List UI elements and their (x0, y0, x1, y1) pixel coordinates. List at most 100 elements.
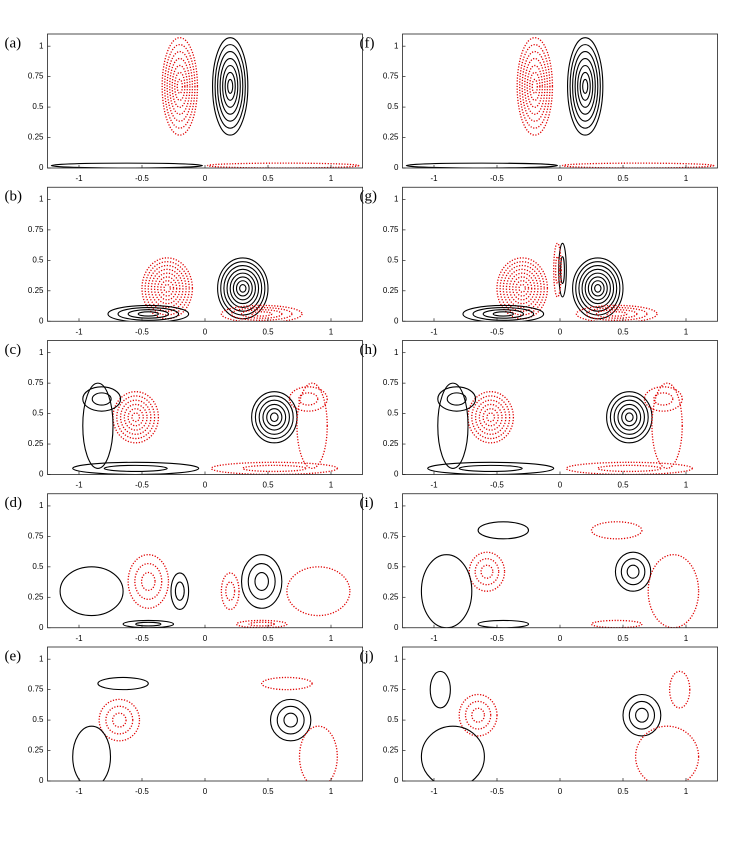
contour (98, 698, 141, 742)
contour (91, 392, 112, 406)
contour (582, 78, 589, 94)
contour (140, 571, 156, 592)
axes-frame (402, 340, 718, 475)
y-tick-label: 0.5 (32, 102, 44, 111)
contour (131, 412, 141, 423)
contour (624, 412, 634, 423)
contour (266, 408, 283, 427)
contour (429, 670, 451, 709)
contour (141, 257, 194, 320)
y-tick-label: 1 (39, 41, 44, 50)
axes-frame (47, 33, 363, 169)
contour (482, 408, 499, 427)
contour (235, 280, 250, 297)
contour (276, 705, 305, 735)
x-tick-label: -1 (75, 174, 83, 183)
x-tick-label: 0 (203, 327, 208, 336)
panel-label: (g) (360, 189, 378, 205)
x-tick-label: -1 (430, 174, 438, 183)
contour (437, 386, 477, 412)
contour (477, 521, 530, 540)
x-tick-label: -1 (75, 327, 83, 336)
x-tick-label: -0.5 (490, 481, 504, 490)
y-tick-label: 1 (394, 41, 399, 50)
contour (169, 57, 191, 115)
panel-label: (b) (5, 189, 23, 205)
contour (239, 284, 247, 293)
x-tick-label: -0.5 (490, 174, 504, 183)
contour (587, 276, 608, 301)
contour (269, 412, 279, 423)
y-tick-label: 0.75 (383, 72, 399, 81)
x-tick-label: 0.5 (262, 174, 274, 183)
y-tick-label: 0 (394, 776, 399, 785)
contour (269, 698, 312, 742)
x-tick-label: 0 (558, 174, 563, 183)
x-tick-label: 0 (203, 174, 208, 183)
contour (250, 311, 273, 317)
y-tick-label: 0.5 (32, 255, 44, 264)
contour (420, 554, 473, 628)
contour (229, 272, 256, 305)
y-tick-label: 0.75 (28, 378, 44, 387)
y-tick-label: 0.25 (28, 286, 44, 295)
y-tick-label: 0.5 (387, 255, 399, 264)
x-tick-label: -0.5 (135, 174, 149, 183)
x-tick-label: -0.5 (490, 327, 504, 336)
contour (613, 399, 645, 435)
x-tick-label: 1 (684, 327, 689, 336)
contour (174, 71, 186, 101)
contour (119, 399, 152, 435)
x-tick-label: 0 (558, 787, 563, 796)
contour (590, 521, 643, 540)
x-tick-label: 0.5 (617, 634, 629, 643)
axes-frame (402, 646, 718, 782)
contour (472, 306, 535, 321)
contour (420, 725, 485, 781)
contour (597, 464, 662, 473)
contour (127, 554, 170, 609)
panel-label: (h) (360, 342, 378, 358)
contour (529, 71, 541, 101)
contour (240, 309, 283, 319)
contour (590, 280, 605, 297)
y-tick-label: 0.75 (28, 685, 44, 694)
contour (464, 700, 492, 730)
x-tick-label: 0 (203, 481, 208, 490)
contour (224, 71, 236, 101)
x-tick-label: -1 (430, 787, 438, 796)
x-tick-label: -0.5 (135, 787, 149, 796)
x-tick-label: 1 (329, 174, 334, 183)
contour (174, 581, 185, 601)
y-tick-label: 0.75 (28, 531, 44, 540)
contour (606, 391, 653, 444)
x-tick-label: 0.5 (262, 327, 274, 336)
contour (225, 581, 236, 601)
contour (581, 268, 615, 308)
contour (122, 619, 175, 628)
contour (262, 403, 287, 431)
panel-label: (f) (360, 35, 375, 51)
contour (147, 264, 187, 312)
contour (468, 551, 506, 592)
x-tick-label: 0.5 (617, 787, 629, 796)
x-tick-label: 0 (203, 634, 208, 643)
contour (296, 382, 328, 470)
contour (480, 564, 494, 579)
y-tick-label: 0.75 (383, 685, 399, 694)
contour (170, 572, 190, 611)
contour (97, 676, 149, 691)
contour (585, 306, 648, 321)
x-tick-label: -0.5 (135, 327, 149, 336)
contour (123, 403, 148, 431)
panel-label: (j) (360, 648, 374, 664)
y-tick-label: 0.5 (32, 715, 44, 724)
contour (584, 272, 611, 305)
contour (579, 71, 591, 101)
contour (254, 571, 269, 591)
x-tick-label: 0 (203, 787, 208, 796)
contour (554, 256, 561, 285)
contour (137, 311, 159, 317)
contour (153, 272, 181, 305)
x-tick-label: 0.5 (262, 634, 274, 643)
